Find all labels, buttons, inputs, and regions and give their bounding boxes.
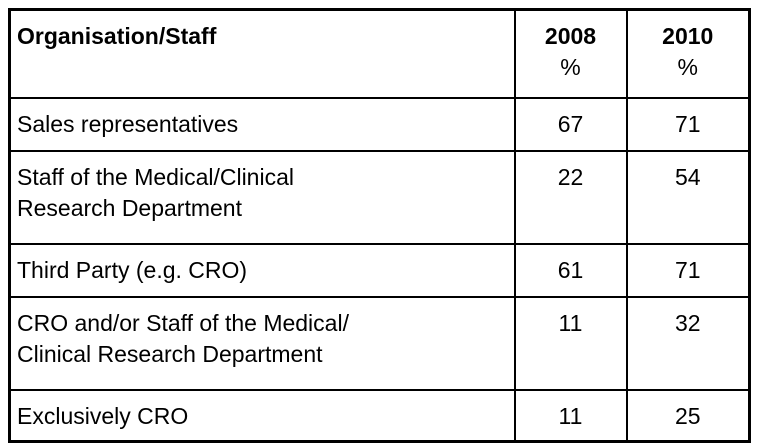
row-value-2010: 71 <box>625 242 751 298</box>
row-label: Sales representatives <box>8 96 516 152</box>
table-header-row: Organisation/Staff 2008 % 2010 % <box>8 8 751 99</box>
table-row: CRO and/or Staff of the Medical/ Clinica… <box>8 295 751 391</box>
row-value-2010: 32 <box>625 295 751 391</box>
table-row: Sales representatives 67 71 <box>8 96 751 152</box>
row-value-2010: 71 <box>625 96 751 152</box>
row-value-2008: 11 <box>513 388 628 443</box>
row-value-2010: 54 <box>625 149 751 245</box>
column-header-2008-year: 2008 <box>544 23 597 49</box>
row-label: Exclusively CRO <box>8 388 516 443</box>
column-header-organisation-staff: Organisation/Staff <box>8 8 516 99</box>
row-value-2008: 67 <box>513 96 628 152</box>
column-header-2010: 2010 % <box>625 8 751 99</box>
table-row: Exclusively CRO 11 25 <box>8 388 751 443</box>
row-value-2008: 61 <box>513 242 628 298</box>
column-header-2010-year: 2010 <box>662 23 714 49</box>
table-row: Staff of the Medical/Clinical Research D… <box>8 149 751 245</box>
table-row: Third Party (e.g. CRO) 61 71 <box>8 242 751 298</box>
row-value-2008: 11 <box>513 295 628 391</box>
row-label: Third Party (e.g. CRO) <box>8 242 516 298</box>
row-label: Staff of the Medical/Clinical Research D… <box>8 149 516 245</box>
row-label: CRO and/or Staff of the Medical/ Clinica… <box>8 295 516 391</box>
row-value-2010: 25 <box>625 388 751 443</box>
column-header-2008-unit: % <box>560 54 581 80</box>
organisation-staff-table: Organisation/Staff 2008 % 2010 % Sales r… <box>8 8 751 443</box>
row-value-2008: 22 <box>513 149 628 245</box>
column-header-2008: 2008 % <box>513 8 628 99</box>
column-header-2010-unit: % <box>677 54 698 80</box>
